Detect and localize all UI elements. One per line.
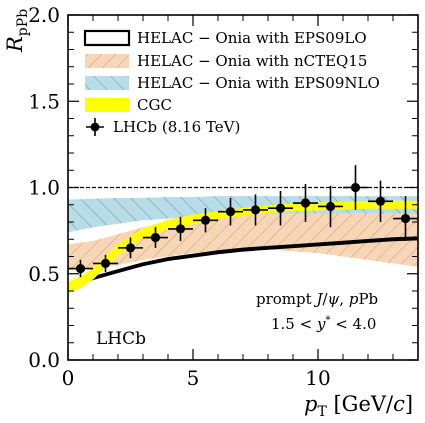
x-axis-title-unit-c: c [393, 392, 405, 416]
axes: 0 5 10 0.0 0.5 1.0 1.5 2.0 [28, 3, 419, 390]
annotation-experiment: LHCb [96, 329, 146, 349]
x-axis-title-sub: T [317, 404, 327, 420]
band-cgc [68, 200, 418, 294]
x-axis-title-unit: [GeV/ [327, 392, 394, 416]
data-point [118, 237, 143, 259]
data-point [268, 190, 293, 226]
annotation-process: prompt J/ψ, pPb [256, 290, 378, 308]
y-axis-title-main: R [3, 36, 27, 53]
legend-swatch-ncteq15 [85, 54, 129, 68]
y-tick-label: 1.0 [28, 176, 60, 200]
data-point [243, 194, 268, 226]
data-point [293, 184, 318, 222]
x-tick-label: 10 [305, 366, 330, 390]
y-tick-label: 1.5 [28, 89, 60, 113]
data-marker [325, 201, 336, 212]
data-point [193, 208, 218, 233]
legend-label: HELAC − Onia with nCTEQ15 [137, 52, 367, 70]
data-marker [75, 263, 86, 274]
x-axis-title-main: p [304, 392, 317, 416]
data-point [93, 254, 118, 273]
x-axis-title: pT [GeV/c] [304, 392, 413, 420]
data-point [143, 227, 168, 248]
data-marker [300, 198, 311, 208]
legend-marker-dot [90, 122, 100, 132]
data-point [368, 180, 393, 222]
annotation-rapidity: 1.5 < y* < 4.0 [271, 315, 376, 333]
y-axis-title: RpPb [3, 9, 31, 53]
legend-label: HELAC − Onia with EPS09LO [137, 29, 367, 47]
data-marker [275, 203, 286, 213]
y-tick-label: 2.0 [28, 3, 60, 27]
y-axis-title-sub: pPb [15, 9, 31, 36]
legend-swatch-cgc [85, 98, 129, 112]
x-tick-label: 0 [62, 366, 75, 390]
data-marker [200, 215, 211, 225]
data-marker [375, 196, 386, 206]
legend-label: CGC [137, 96, 172, 114]
y-tick-label: 0.5 [28, 262, 60, 286]
data-point [318, 185, 343, 228]
legend-label: HELAC − Onia with EPS09NLO [137, 74, 380, 92]
x-axis-title-unit-close: ] [405, 392, 413, 416]
plot-area [68, 165, 418, 294]
data-point [168, 216, 193, 241]
data-marker [250, 205, 261, 215]
data-point [393, 196, 418, 241]
data-marker [150, 232, 161, 243]
data-marker [400, 213, 411, 224]
data-point [343, 165, 368, 210]
y-tick-label: 0.0 [28, 348, 60, 372]
legend-swatch-lhcb [86, 118, 104, 136]
data-marker [125, 243, 136, 253]
data-marker [350, 182, 361, 193]
data-point [218, 197, 243, 226]
legend-label: LHCb (8.16 TeV) [113, 118, 240, 136]
band-eps09lo [68, 236, 418, 289]
data-point [68, 259, 93, 278]
x-tick-label: 5 [187, 366, 200, 390]
data-marker [175, 224, 186, 234]
legend-swatch-eps09nlo [85, 76, 129, 90]
data-marker [100, 258, 111, 268]
legend-swatch-eps09lo [83, 29, 131, 47]
legend: HELAC − Onia with EPS09LO HELAC − Onia wi… [83, 29, 380, 136]
data-marker [225, 207, 236, 217]
